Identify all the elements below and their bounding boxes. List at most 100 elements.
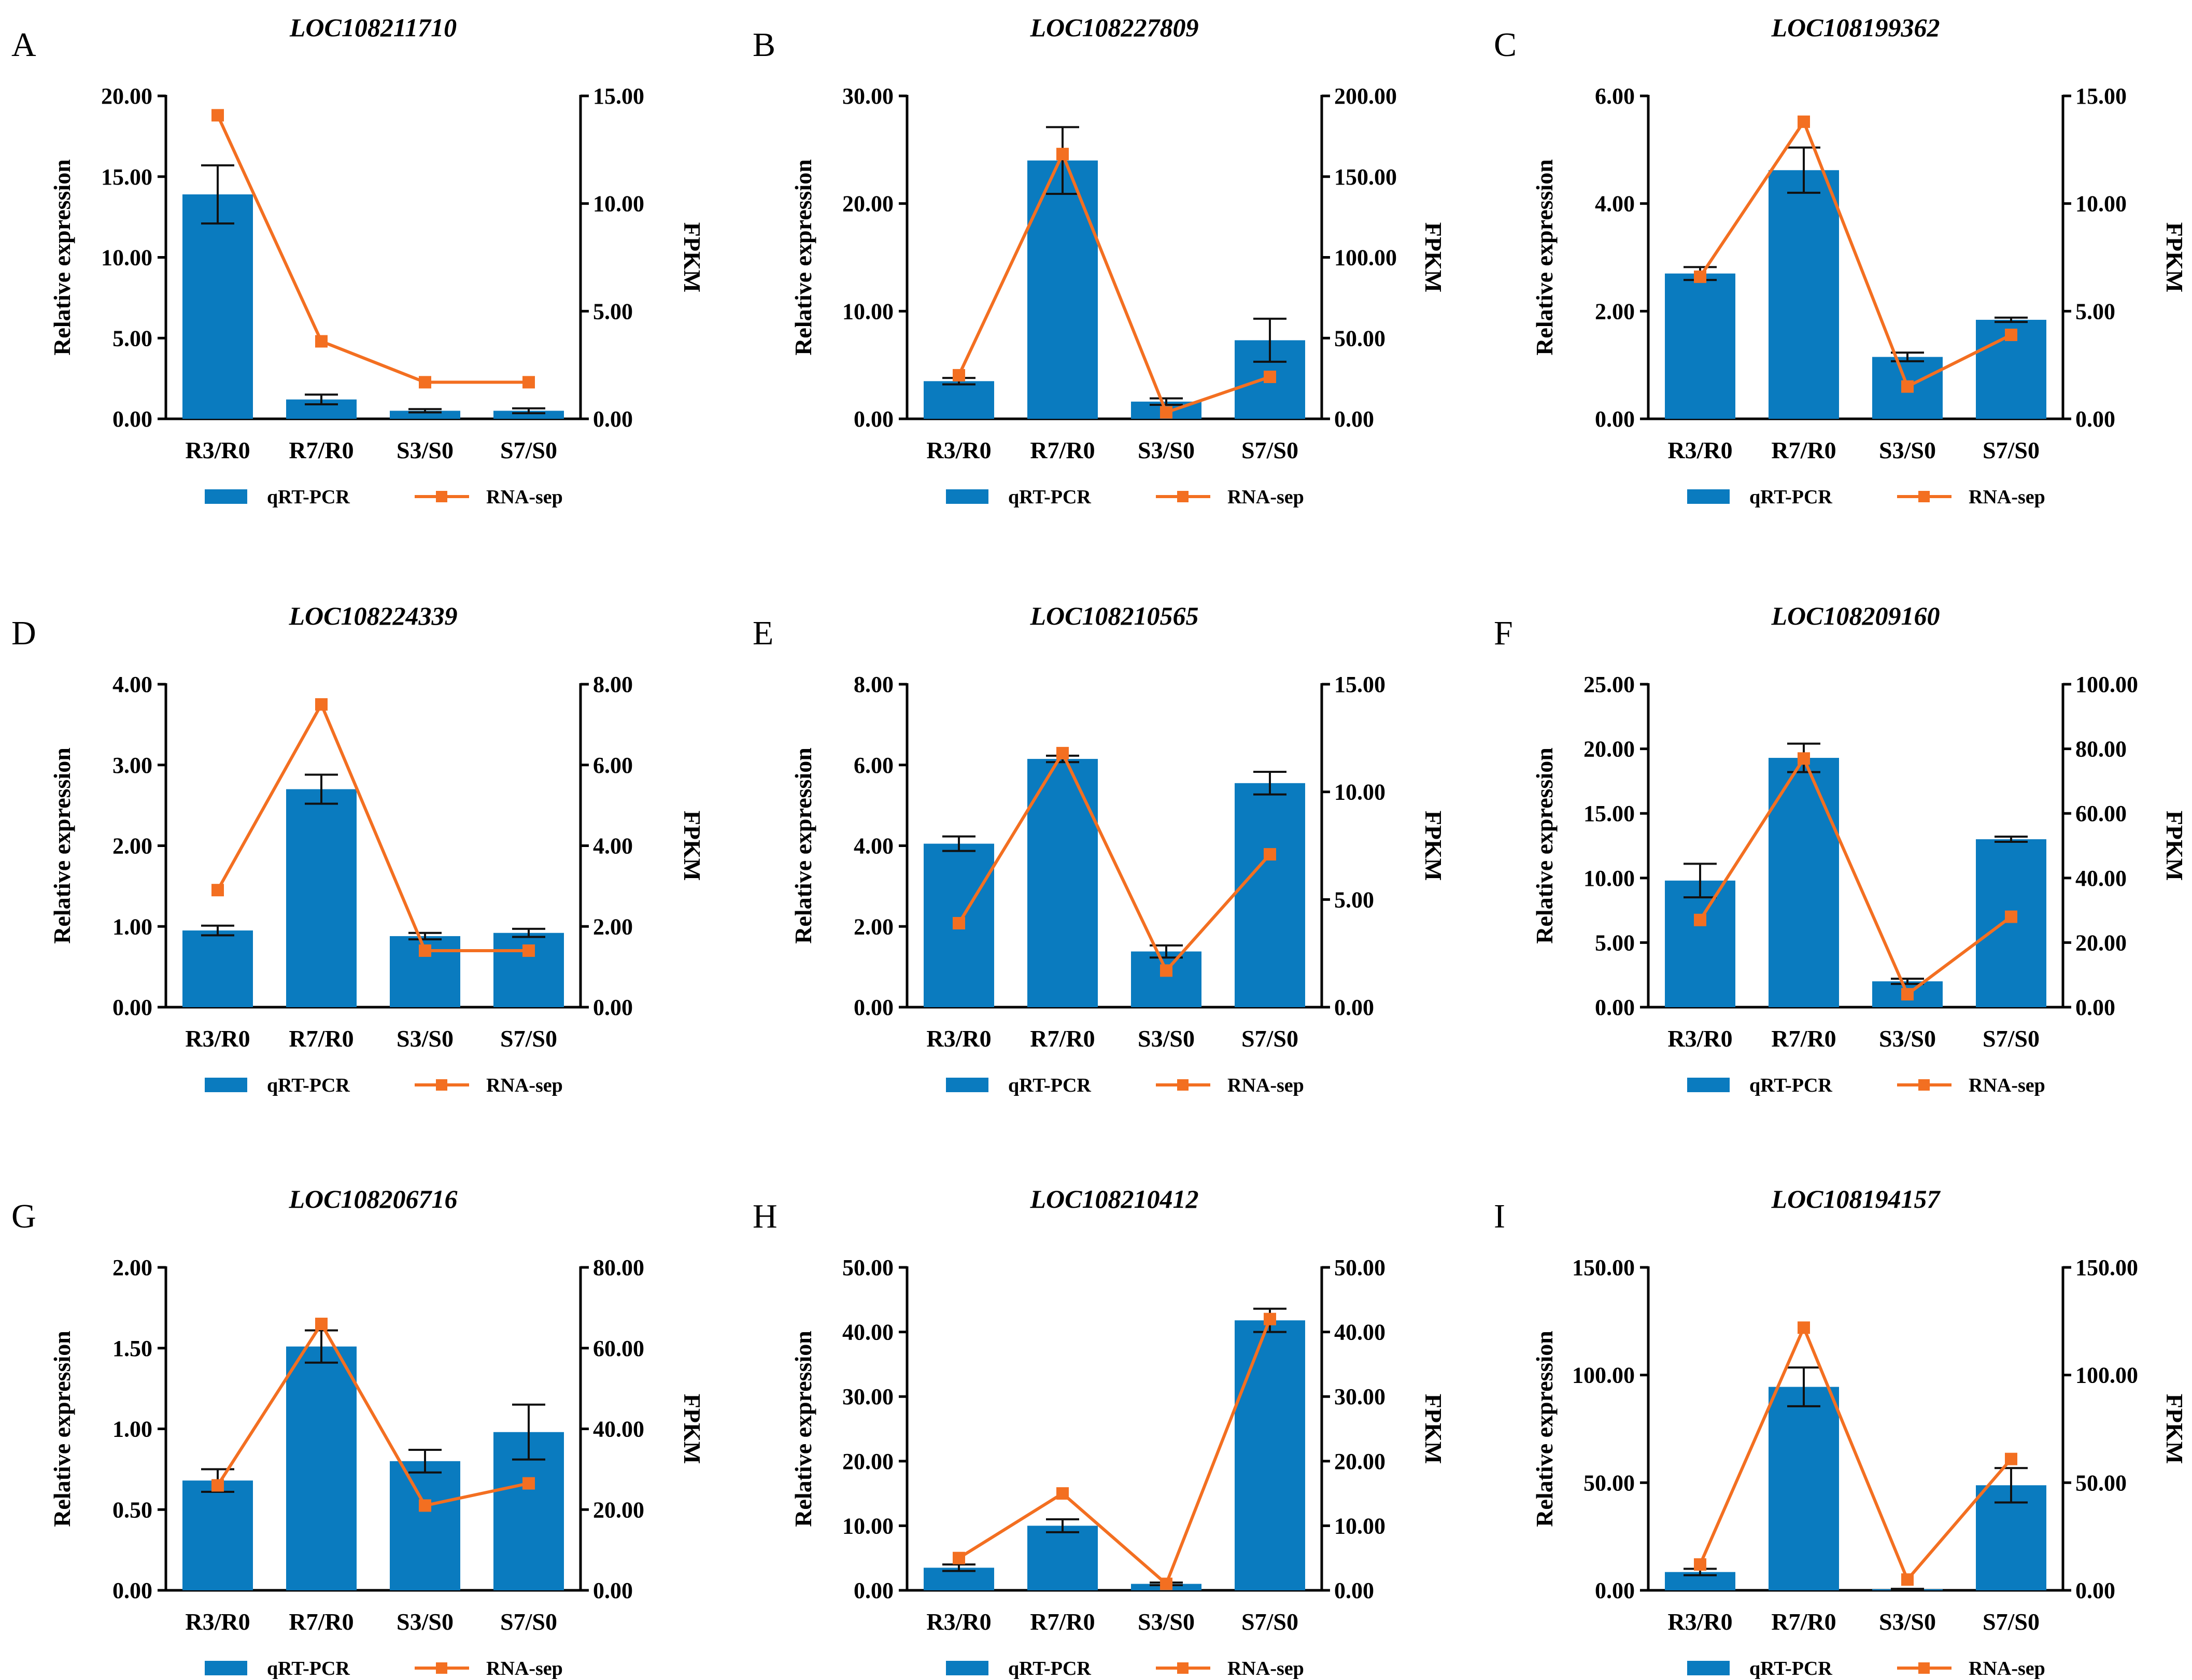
left-tick-label: 2.00 (854, 914, 894, 939)
category-label: S3/S0 (397, 1025, 454, 1052)
bar (924, 381, 994, 419)
line-point (419, 376, 431, 389)
category-label: S7/S0 (500, 1608, 557, 1635)
category-label: R3/R0 (926, 437, 991, 463)
line-point (211, 109, 224, 122)
category-label: R7/R0 (289, 1608, 353, 1635)
left-tick-label: 0.00 (112, 1578, 152, 1603)
left-tick-label: 4.00 (112, 672, 152, 697)
left-tick-label: 8.00 (854, 672, 894, 697)
right-tick-label: 20.00 (593, 1497, 644, 1522)
left-tick-label: 0.00 (1595, 995, 1635, 1020)
legend-bar-label: qRT-PCR (267, 1075, 350, 1096)
right-tick-label: 6.00 (593, 753, 633, 778)
category-label: R7/R0 (1030, 437, 1095, 463)
panel-letter: F (1494, 614, 1513, 652)
left-tick-label: 1.00 (112, 1417, 152, 1442)
line-point (419, 944, 431, 957)
line-point (1160, 406, 1172, 419)
right-tick-label: 80.00 (2075, 737, 2127, 762)
left-axis-title: Relative expression (1531, 159, 1558, 356)
line-point (1264, 371, 1276, 384)
right-tick-label: 30.00 (1334, 1384, 1385, 1409)
right-tick-label: 2.00 (593, 914, 633, 939)
legend-line-label: RNA-sep (1227, 1658, 1304, 1679)
left-tick-label: 1.50 (112, 1336, 152, 1361)
bar (182, 194, 253, 419)
legend-bar-label: qRT-PCR (267, 1658, 350, 1679)
right-tick-label: 5.00 (1334, 887, 1374, 912)
line-point (1798, 115, 1810, 128)
right-tick-label: 50.00 (1334, 326, 1385, 351)
panel-letter: D (11, 614, 36, 652)
chart-title: LOC108210565 (1030, 601, 1199, 630)
line-point (1264, 848, 1276, 861)
category-label: S3/S0 (1138, 437, 1195, 463)
left-axis-title: Relative expression (1531, 747, 1558, 944)
left-tick-label: 20.00 (1583, 737, 1635, 762)
category-label: R3/R0 (185, 1025, 250, 1052)
panel-letter: E (753, 614, 773, 652)
chart-panel-i: I LOC108194157 0.00 50.00 100.00 150.00 0.00 50… (1494, 1184, 2188, 1679)
line-point (953, 369, 965, 382)
chart-title: LOC108211710 (289, 13, 457, 42)
legend-line-marker (436, 491, 447, 502)
chart-title: LOC108227809 (1030, 13, 1199, 42)
line-point (1798, 1321, 1810, 1334)
right-tick-label: 5.00 (593, 299, 633, 324)
line-point (2005, 910, 2017, 923)
right-tick-label: 0.00 (1334, 406, 1374, 432)
left-tick-label: 1.00 (112, 914, 152, 939)
left-tick-label: 20.00 (842, 1449, 894, 1474)
line-point (1160, 964, 1172, 977)
left-tick-label: 10.00 (1583, 866, 1635, 891)
category-label: S3/S0 (1138, 1025, 1195, 1052)
panel-letter: H (753, 1197, 777, 1235)
bar (1769, 758, 1839, 1007)
chart-title: LOC108209160 (1771, 601, 1940, 630)
category-label: R7/R0 (1771, 1025, 1836, 1052)
right-tick-label: 100.00 (2075, 672, 2138, 697)
category-label: S7/S0 (500, 1025, 557, 1052)
left-tick-label: 20.00 (101, 83, 152, 109)
left-axis-title: Relative expression (49, 747, 75, 944)
chart-title: LOC108194157 (1771, 1184, 1941, 1213)
series-line (1699, 757, 2012, 996)
left-tick-label: 0.00 (854, 406, 894, 432)
series-line (957, 751, 1271, 972)
chart-panel-g: G LOC108206716 0.00 0.50 1.00 1.50 2.00 0.00 20.… (11, 1184, 705, 1679)
panel-letter: I (1494, 1197, 1505, 1235)
left-tick-label: 150.00 (1572, 1255, 1635, 1280)
category-label: S7/S0 (1241, 1608, 1298, 1635)
bar (1235, 1320, 1305, 1590)
legend-line-label: RNA-sep (1969, 486, 2045, 508)
legend-bar-swatch (205, 1078, 247, 1092)
right-tick-label: 80.00 (593, 1255, 644, 1280)
bar (1769, 170, 1839, 419)
left-tick-label: 20.00 (842, 191, 894, 217)
line-point (1056, 148, 1069, 161)
line-point (315, 698, 328, 711)
left-tick-label: 0.00 (854, 1578, 894, 1603)
right-tick-label: 150.00 (1334, 164, 1397, 190)
legend-bar-swatch (1687, 489, 1730, 504)
legend-line-label: RNA-sep (486, 1658, 563, 1679)
left-axis-title: Relative expression (49, 159, 75, 356)
category-label: R3/R0 (1667, 1608, 1732, 1635)
legend-line-label: RNA-sep (1969, 1075, 2045, 1096)
category-label: S3/S0 (397, 437, 454, 463)
line-point (1694, 270, 1706, 283)
line-point (1798, 752, 1810, 765)
bar (390, 411, 460, 419)
right-tick-label: 60.00 (593, 1336, 644, 1361)
legend-bar-swatch (946, 1661, 988, 1675)
chart-panel-a: A LOC108211710 0.00 5.00 10.00 15.00 20.00 0.00… (11, 13, 705, 508)
legend-line-label: RNA-sep (1227, 1075, 1304, 1096)
panel-letter: C (1494, 26, 1517, 64)
category-label: R3/R0 (185, 437, 250, 463)
right-tick-label: 0.00 (1334, 1578, 1374, 1603)
right-tick-label: 100.00 (1334, 245, 1397, 271)
right-tick-label: 15.00 (2075, 83, 2127, 109)
line-point (211, 884, 224, 897)
